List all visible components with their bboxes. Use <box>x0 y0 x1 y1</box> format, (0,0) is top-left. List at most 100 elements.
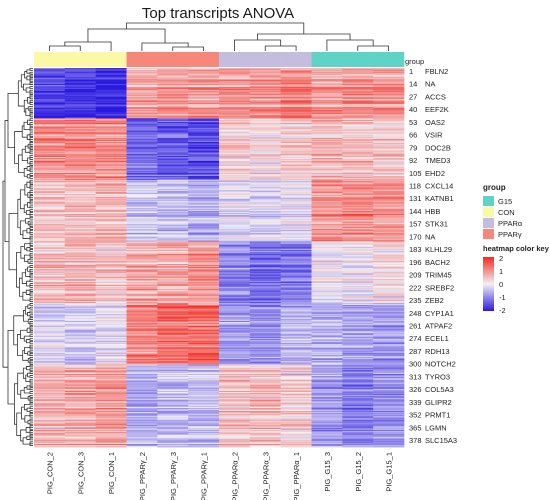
heatmap-cell <box>249 190 281 192</box>
heatmap-cell <box>34 245 66 247</box>
heatmap-cell <box>311 104 343 107</box>
heatmap-cell <box>126 214 158 217</box>
heatmap-cell <box>95 186 127 188</box>
heatmap-cell <box>311 250 343 253</box>
heatmap-cell <box>342 148 374 150</box>
heatmap-cell <box>188 411 220 413</box>
dendrogram-branch <box>29 107 33 111</box>
heatmap-cell <box>342 181 374 184</box>
heatmap-cell <box>342 229 374 231</box>
heatmap-cell <box>219 230 251 233</box>
heatmap-cell <box>95 420 127 422</box>
heatmap-cell <box>249 106 281 109</box>
dendrogram-branch <box>29 182 33 185</box>
heatmap-cell <box>219 134 251 136</box>
dendrogram-branch <box>29 397 33 401</box>
heatmap-cell <box>95 153 127 155</box>
heatmap-cell <box>373 219 405 221</box>
heatmap-cell <box>64 167 96 169</box>
heatmap-cell <box>126 260 158 262</box>
heatmap-cell <box>157 372 189 374</box>
heatmap-cell <box>311 338 343 341</box>
heatmap-cell <box>188 192 220 194</box>
heatmap-cell <box>188 168 220 170</box>
heatmap-cell <box>280 74 312 76</box>
heatmap-cell <box>280 283 312 285</box>
dendrogram-branch <box>29 334 33 337</box>
heatmap-cell <box>249 210 281 212</box>
heatmap-cell <box>64 119 96 121</box>
heatmap-cell <box>34 356 66 359</box>
heatmap-cell <box>34 69 66 72</box>
heatmap-cell <box>188 201 220 203</box>
heatmap-cell <box>95 370 127 372</box>
heatmap-cell <box>311 338 343 340</box>
heatmap-cell <box>64 141 96 144</box>
heatmap-cell <box>373 110 405 112</box>
heatmap-cell <box>280 338 312 340</box>
heatmap-cell <box>95 389 127 391</box>
heatmap-cell <box>64 380 96 383</box>
heatmap-cell <box>95 430 127 433</box>
dendrogram-branch <box>29 338 33 340</box>
heatmap-cell <box>280 123 312 126</box>
heatmap-cell <box>95 293 127 295</box>
heatmap-cell <box>249 430 281 433</box>
heatmap-cell <box>34 201 66 203</box>
group-annotation-cell <box>280 52 312 67</box>
heatmap-cell <box>126 145 158 148</box>
heatmap-cell <box>188 276 220 278</box>
heatmap-cell <box>95 245 127 247</box>
heatmap-cell <box>64 196 96 199</box>
heatmap-cell <box>373 421 405 423</box>
heatmap-cell <box>157 166 189 168</box>
heatmap-cell <box>342 338 374 340</box>
heatmap-cell <box>95 434 127 437</box>
heatmap-cell <box>311 413 343 416</box>
heatmap-cell <box>126 338 158 340</box>
heatmap-cell <box>249 266 281 269</box>
heatmap-cell <box>280 249 312 252</box>
dendrogram-branch <box>29 247 33 249</box>
heatmap-cell <box>157 235 189 238</box>
heatmap-cell <box>249 392 281 394</box>
heatmap-cell <box>188 119 220 121</box>
heatmap-cell <box>219 212 251 214</box>
heatmap-cell <box>126 307 158 310</box>
heatmap-cell <box>126 194 158 196</box>
heatmap-cell <box>311 287 343 290</box>
heatmap-cell <box>342 328 374 330</box>
heatmap-cell <box>249 162 281 165</box>
heatmap-cell <box>342 81 374 83</box>
heatmap-cell <box>373 196 405 199</box>
heatmap-cell <box>64 134 96 136</box>
heatmap-cell <box>311 185 343 187</box>
heatmap-cell <box>126 298 158 300</box>
heatmap-cell <box>95 248 127 251</box>
heatmap-cell <box>219 125 251 128</box>
heatmap-cell <box>280 157 312 159</box>
heatmap-cell <box>280 266 312 268</box>
heatmap-cell <box>280 265 312 267</box>
heatmap-cell <box>126 218 158 220</box>
heatmap-cell <box>95 125 127 128</box>
heatmap-cell <box>34 181 66 184</box>
heatmap-cell <box>64 271 96 274</box>
heatmap-cell <box>95 299 127 301</box>
heatmap-cell <box>342 340 374 343</box>
heatmap-cell <box>157 423 189 425</box>
heatmap-cell <box>64 268 96 271</box>
heatmap-cell <box>280 424 312 426</box>
heatmap-cell <box>373 232 405 235</box>
heatmap-cell <box>157 226 189 228</box>
heatmap-cell <box>249 411 281 414</box>
heatmap-cell <box>373 187 405 189</box>
heatmap-cell <box>373 408 405 410</box>
heatmap-cell <box>157 194 189 197</box>
heatmap-cell <box>95 152 127 154</box>
heatmap-cell <box>34 215 66 218</box>
heatmap-cell <box>342 138 374 140</box>
heatmap-cell <box>157 360 189 363</box>
dendrogram-branch <box>29 271 33 274</box>
heatmap-cell <box>249 204 281 206</box>
